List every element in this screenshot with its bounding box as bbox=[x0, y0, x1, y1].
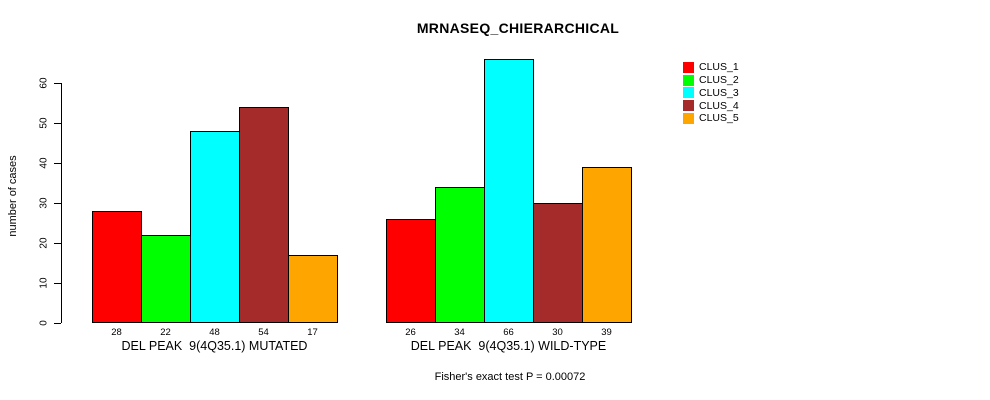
bar-value-label: 22 bbox=[160, 327, 171, 338]
bar-clus_5 bbox=[582, 167, 632, 323]
y-axis-label: number of cases bbox=[7, 155, 19, 237]
bar-clus_1 bbox=[92, 211, 142, 323]
group-label: DEL PEAK 9(4Q35.1) MUTATED bbox=[121, 339, 308, 353]
y-axis-tick-label: 40 bbox=[38, 157, 50, 169]
y-axis-tick bbox=[54, 163, 61, 164]
bar-value-label: 39 bbox=[601, 327, 612, 338]
legend-label: CLUS_1 bbox=[699, 61, 739, 74]
bar-value-label: 48 bbox=[209, 327, 220, 338]
bar-value-label: 28 bbox=[111, 327, 122, 338]
y-axis-line bbox=[61, 83, 62, 323]
legend-color-swatch bbox=[683, 61, 694, 73]
bar-clus_2 bbox=[435, 187, 485, 323]
y-axis-tick bbox=[54, 243, 61, 244]
y-axis-tick-label: 0 bbox=[38, 320, 50, 326]
y-axis-tick-label: 10 bbox=[38, 277, 50, 289]
legend: CLUS_1 CLUS_2 CLUS_3 CLUS_4 CLUS_5 bbox=[683, 61, 739, 125]
y-axis-tick-label: 50 bbox=[38, 117, 50, 129]
bar-clus_1 bbox=[386, 219, 436, 323]
legend-label: CLUS_4 bbox=[699, 99, 739, 112]
legend-item: CLUS_4 bbox=[683, 99, 739, 112]
bar-clus_3 bbox=[484, 59, 534, 323]
y-axis-tick-label: 20 bbox=[38, 237, 50, 249]
bar-clus_5 bbox=[288, 255, 338, 323]
legend-color-swatch bbox=[683, 74, 694, 86]
y-axis-tick bbox=[54, 123, 61, 124]
legend-color-swatch bbox=[683, 87, 694, 99]
legend-label: CLUS_5 bbox=[699, 112, 739, 125]
legend-label: CLUS_2 bbox=[699, 74, 739, 87]
fisher-test-annotation: Fisher's exact test P = 0.00072 bbox=[434, 371, 586, 383]
legend-item: CLUS_2 bbox=[683, 74, 739, 87]
y-axis-tick-label: 30 bbox=[38, 197, 50, 209]
bar-value-label: 66 bbox=[503, 327, 514, 338]
y-axis-tick bbox=[54, 283, 61, 284]
legend-item: CLUS_3 bbox=[683, 87, 739, 100]
bar-value-label: 17 bbox=[307, 327, 318, 338]
y-axis-tick-label: 60 bbox=[38, 77, 50, 89]
y-axis-tick bbox=[54, 83, 61, 84]
bar-clus_2 bbox=[141, 235, 191, 323]
group-label: DEL PEAK 9(4Q35.1) WILD-TYPE bbox=[410, 339, 607, 353]
legend-label: CLUS_3 bbox=[699, 86, 739, 99]
bar-value-label: 34 bbox=[454, 327, 465, 338]
bar-value-label: 30 bbox=[552, 327, 563, 338]
legend-item: CLUS_1 bbox=[683, 61, 739, 74]
legend-color-swatch bbox=[683, 100, 694, 112]
y-axis-tick bbox=[54, 203, 61, 204]
bar-clus_4 bbox=[533, 203, 583, 323]
legend-item: CLUS_5 bbox=[683, 112, 739, 125]
bar-clus_3 bbox=[190, 131, 240, 323]
bar-clus_4 bbox=[239, 107, 289, 323]
y-axis-tick bbox=[54, 323, 61, 324]
legend-color-swatch bbox=[683, 112, 694, 124]
bar-value-label: 54 bbox=[258, 327, 269, 338]
bar-value-label: 26 bbox=[405, 327, 416, 338]
chart-title: MRNASEQ_CHIERARCHICAL bbox=[416, 20, 620, 36]
